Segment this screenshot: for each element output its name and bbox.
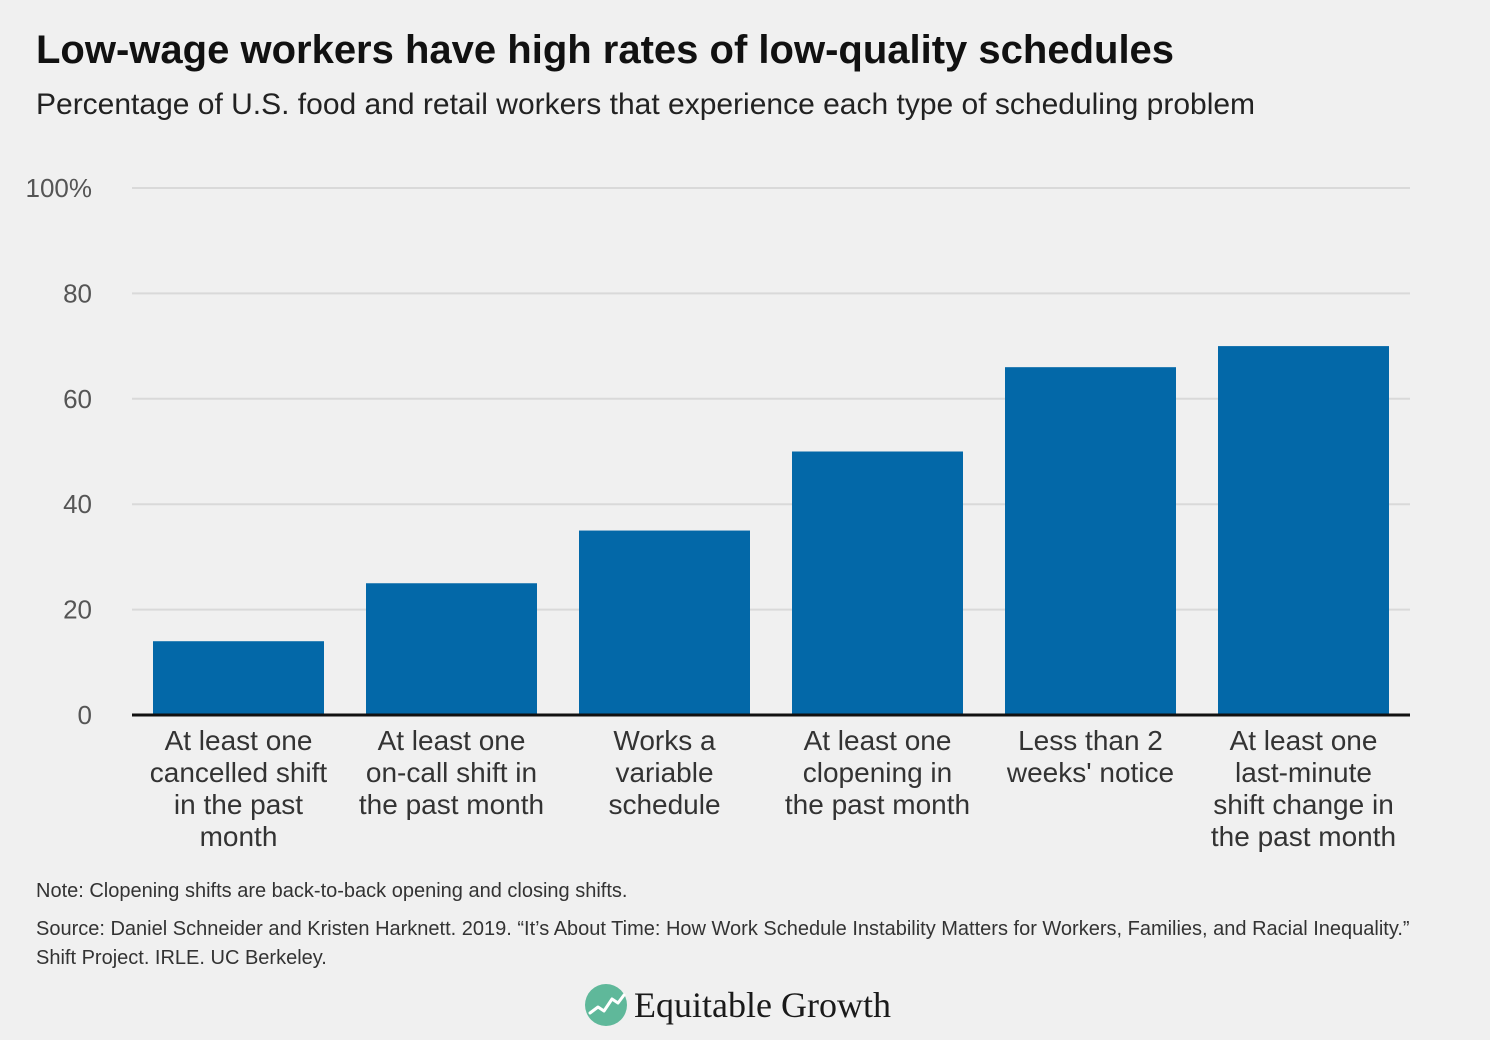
footnote: Note: Clopening shifts are back-to-back … [36,880,628,902]
bars [153,346,1389,715]
gridlines: 0 20 40 60 80 100% [26,173,1410,730]
y-tick-label: 100% [26,173,93,203]
x-category-label: At least one cancelled shift in the past mo… [150,725,328,852]
y-tick-label: 40 [63,489,92,519]
chart-subtitle: Percentage of U.S. food and retail worke… [36,88,1256,121]
bar [153,641,324,715]
bar [366,583,537,715]
equitable-growth-logo: Equitable Growth [584,982,891,1028]
bar-chart: 0 20 40 60 80 100% At least one cancelled shif… [26,173,1410,852]
y-tick-label: 60 [63,384,92,414]
x-category-label: At least one clopening in the past month [785,725,970,820]
bar [1005,367,1176,715]
source-citation: Source: Daniel Schneider and Kristen Har… [36,918,1410,969]
trend-line-icon [585,984,627,1026]
bar [792,451,963,715]
logo-text: Equitable Growth [634,985,891,1025]
y-tick-label: 0 [78,700,92,730]
y-tick-label: 80 [63,278,92,308]
bar [579,530,750,715]
x-category-label: At least one on-call shift in the past mon… [359,725,544,820]
x-category-label: Works a variable schedule [608,725,720,820]
y-tick-label: 20 [63,595,92,625]
x-category-label: Less than 2 weeks' notice [1006,725,1174,788]
x-category-label: At least one last-minute shift change in th… [1211,725,1396,852]
category-labels: At least one cancelled shift in the past mo… [150,725,1396,852]
chart-title: Low-wage workers have high rates of low-… [36,28,1175,72]
bar [1218,346,1389,715]
